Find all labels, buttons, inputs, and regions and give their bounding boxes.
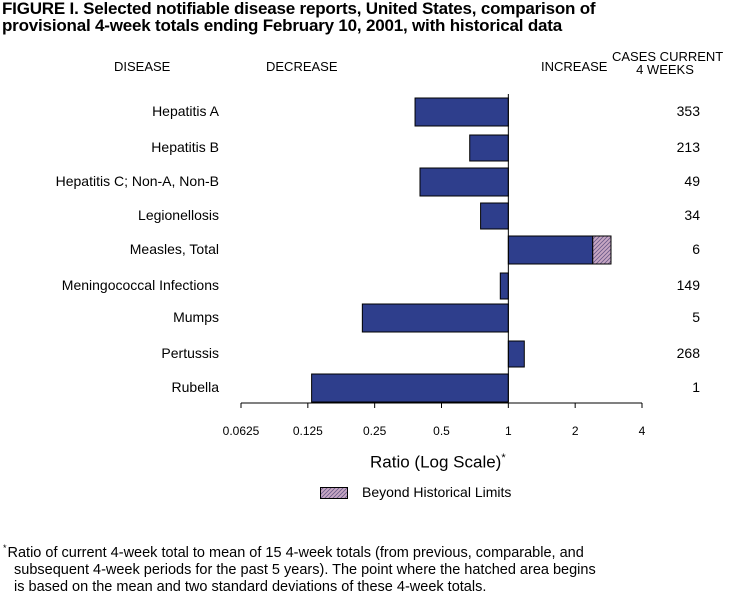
- increase-header: INCREASE: [541, 59, 608, 74]
- legend: Beyond Historical Limits: [320, 484, 511, 500]
- bar-8: [311, 373, 509, 403]
- disease-column-header: DISEASE: [114, 59, 171, 74]
- disease-label: Hepatitis A: [152, 103, 219, 119]
- figure-title-line-1: FIGURE I. Selected notifiable disease re…: [2, 0, 596, 18]
- cases-header-line-2: 4 WEEKS: [636, 62, 694, 77]
- disease-label: Legionellosis: [138, 207, 219, 223]
- x-axis-label-marker: *: [501, 452, 506, 464]
- bar-0: [414, 97, 509, 127]
- disease-label: Rubella: [171, 379, 219, 395]
- bar-5: [499, 272, 509, 300]
- x-tick-label: 0.125: [292, 424, 323, 438]
- figure-title: FIGURE I. Selected notifiable disease re…: [2, 0, 747, 34]
- cases-column-header: CASES CURRENT 4 WEEKS: [612, 49, 724, 77]
- bar-3: [480, 202, 509, 230]
- bar-4: [507, 235, 594, 265]
- x-tick-label: 0.5: [433, 424, 450, 438]
- bar-1: [469, 134, 509, 162]
- footnote-line-2: subsequent 4-week periods for the past 5…: [14, 561, 596, 578]
- cases-value: 34: [684, 207, 700, 223]
- x-tick-label: 4: [638, 424, 646, 438]
- disease-label: Measles, Total: [129, 241, 219, 257]
- cases-value: 353: [676, 103, 700, 119]
- x-axis-label-text: Ratio (Log Scale): [370, 452, 502, 472]
- disease-label: Hepatitis B: [151, 139, 219, 155]
- cases-value: 213: [676, 139, 700, 155]
- disease-label: Mumps: [173, 309, 219, 325]
- x-tick-label: 2: [571, 424, 579, 438]
- x-tick-label: 1: [504, 424, 512, 438]
- footnote-marker: *: [3, 543, 7, 553]
- cases-value: 49: [684, 173, 700, 189]
- disease-label: Meningococcal Infections: [61, 277, 219, 293]
- footnote-line-3: is based on the mean and two standard de…: [14, 578, 487, 595]
- cases-value: 1: [692, 379, 700, 395]
- decrease-header: DECREASE: [266, 59, 338, 74]
- legend-hatch-swatch: [320, 487, 348, 500]
- cases-value: 5: [692, 309, 700, 325]
- bar-hatch-4: [592, 235, 612, 265]
- x-tick-label: 0.0625: [222, 424, 260, 438]
- bar-7: [507, 340, 525, 368]
- legend-label: Beyond Historical Limits: [362, 484, 512, 500]
- cases-header-line-1: CASES CURRENT: [612, 49, 724, 64]
- cases-value: 268: [676, 345, 700, 361]
- disease-label: Hepatitis C; Non-A, Non-B: [55, 173, 219, 189]
- footnote: *Ratio of current 4-week total to mean o…: [3, 540, 746, 596]
- disease-label: Pertussis: [161, 345, 219, 361]
- figure-title-line-2: provisional 4-week totals ending Februar…: [2, 16, 562, 35]
- cases-value: 6: [692, 241, 700, 257]
- footnote-line-1-wrap: *Ratio of current 4-week total to mean o…: [3, 543, 584, 561]
- bar-2: [419, 167, 509, 197]
- bar-6: [361, 303, 509, 333]
- x-tick-label: 0.25: [362, 424, 387, 438]
- footnote-line-1: Ratio of current 4-week total to mean of…: [7, 544, 584, 561]
- cases-value: 149: [676, 277, 700, 293]
- x-axis-label: Ratio (Log Scale)*: [370, 452, 506, 473]
